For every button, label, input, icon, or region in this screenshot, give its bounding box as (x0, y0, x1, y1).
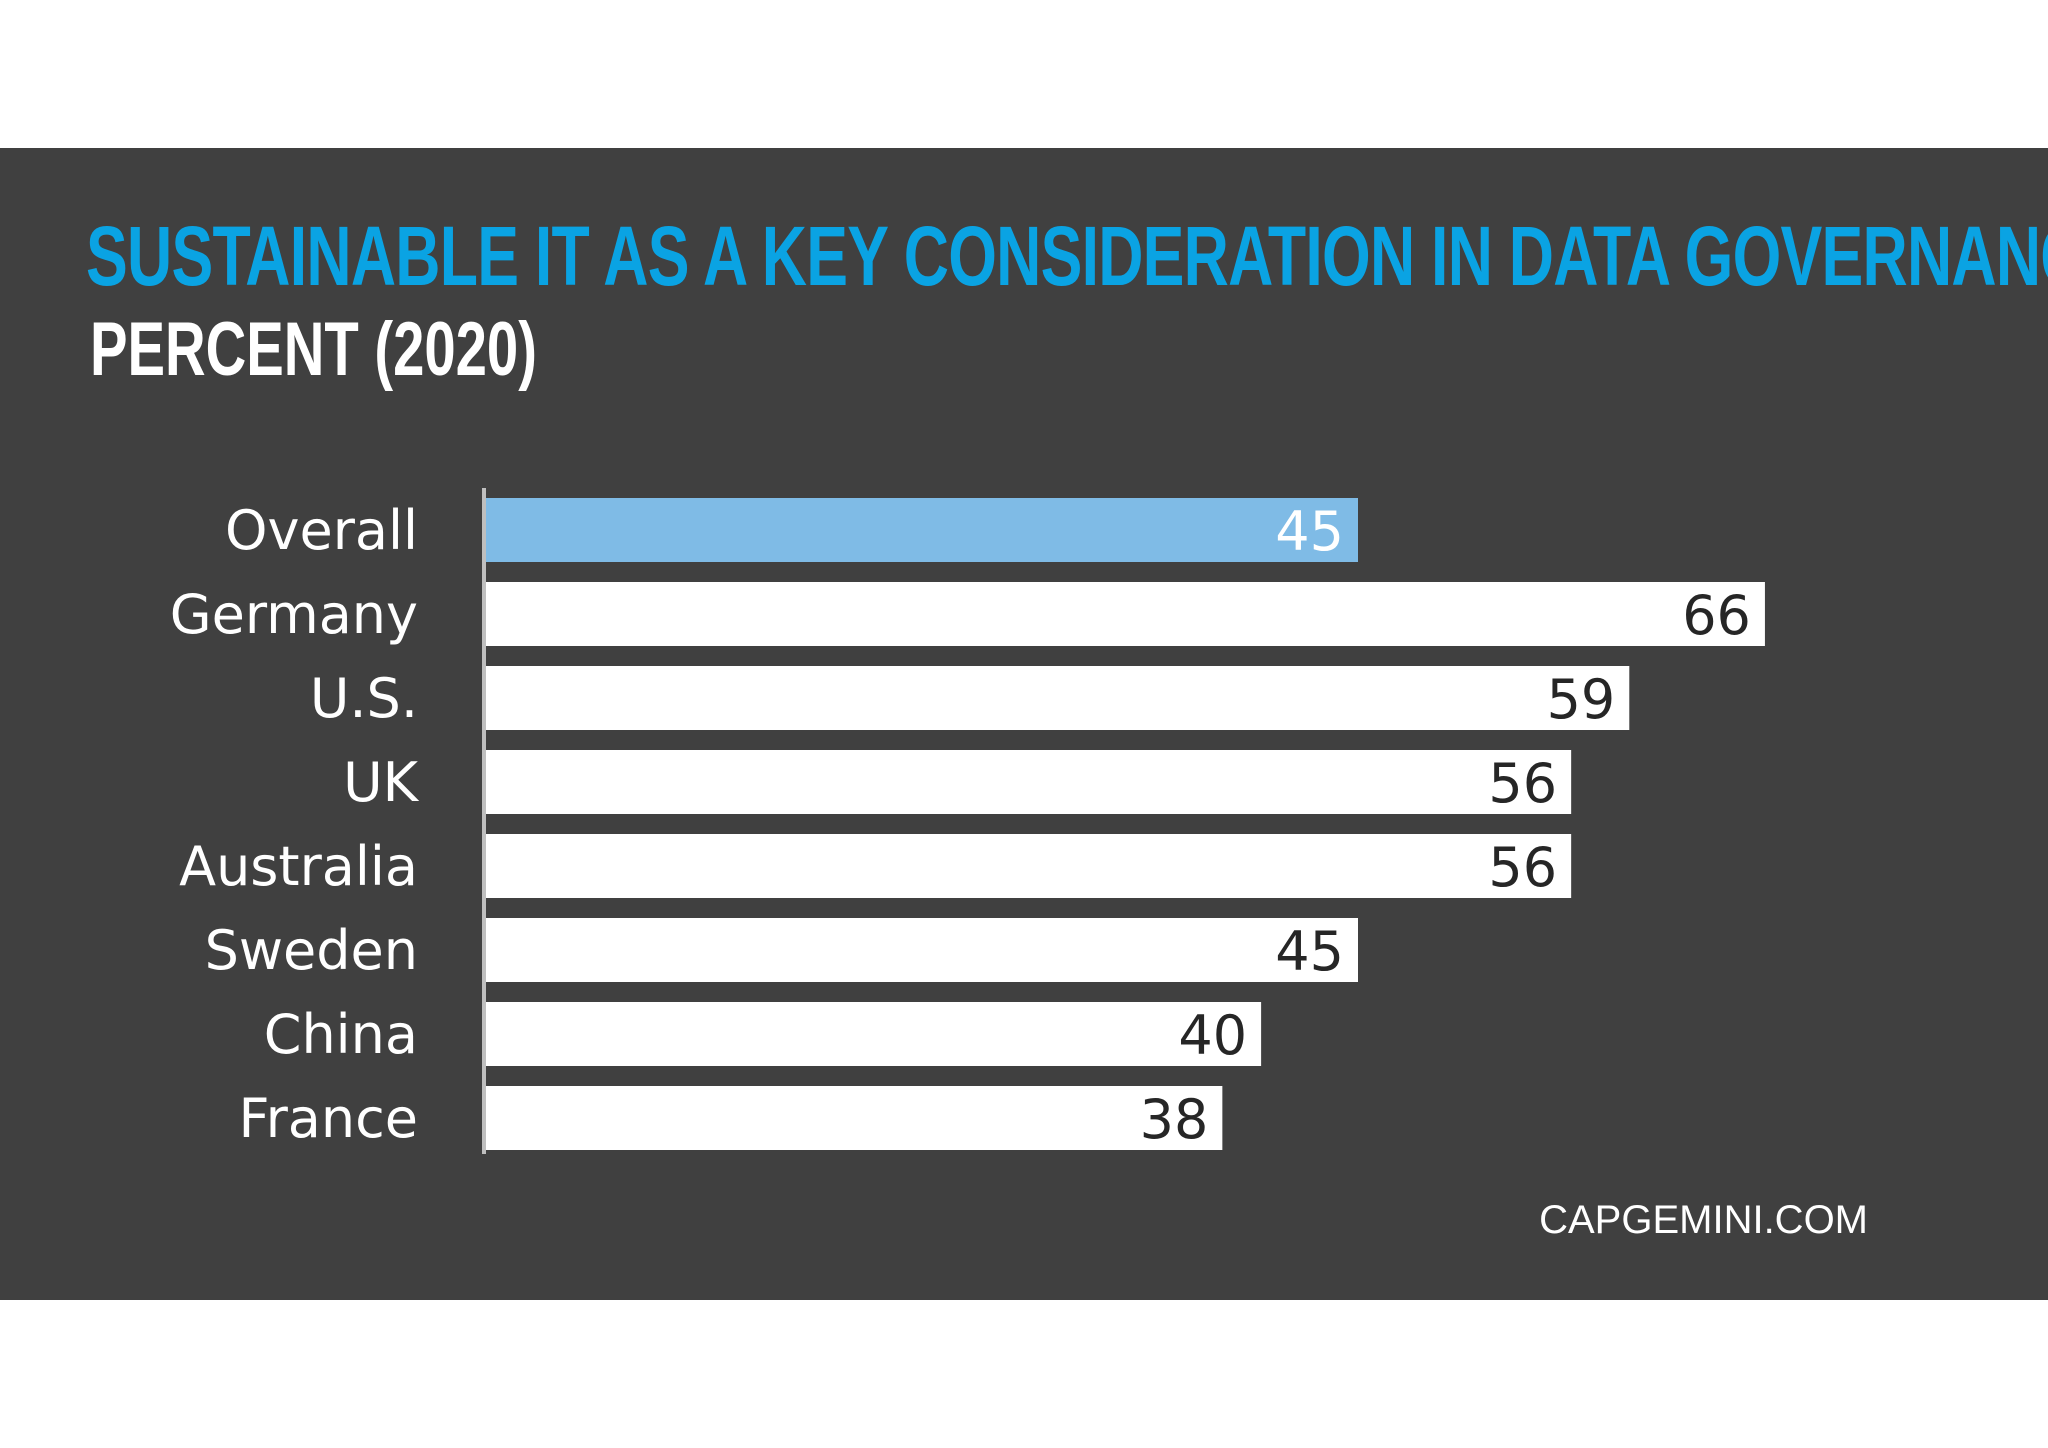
bar-germany (486, 582, 1765, 646)
value-label: 38 (1140, 1088, 1209, 1151)
bar-france (486, 1086, 1223, 1150)
category-label: Germany (170, 583, 418, 646)
category-label: Sweden (205, 919, 418, 982)
bar-china (486, 1002, 1262, 1066)
bar-sweden (486, 918, 1358, 982)
value-label: 56 (1488, 752, 1557, 815)
bar-australia (486, 834, 1572, 898)
value-label: 59 (1547, 668, 1616, 731)
category-label: China (264, 1003, 418, 1066)
chart-title: SUSTAINABLE IT AS A KEY CONSIDERATION IN… (86, 209, 2048, 303)
category-label: UK (343, 751, 420, 814)
bar-u-s (486, 666, 1630, 730)
category-label: France (238, 1087, 418, 1150)
chart-subtitle: PERCENT (2020) (90, 307, 537, 392)
value-label: 45 (1275, 920, 1344, 983)
value-label: 56 (1488, 836, 1557, 899)
category-label: U.S. (310, 667, 418, 730)
category-label: Australia (179, 835, 418, 898)
value-label: 45 (1275, 500, 1344, 563)
bar-uk (486, 750, 1572, 814)
bar-overall (486, 498, 1358, 562)
category-label: Overall (225, 499, 418, 562)
source-credit: CAPGEMINI.COM (1539, 1198, 1868, 1242)
value-label: 66 (1682, 584, 1751, 647)
value-label: 40 (1178, 1004, 1247, 1067)
